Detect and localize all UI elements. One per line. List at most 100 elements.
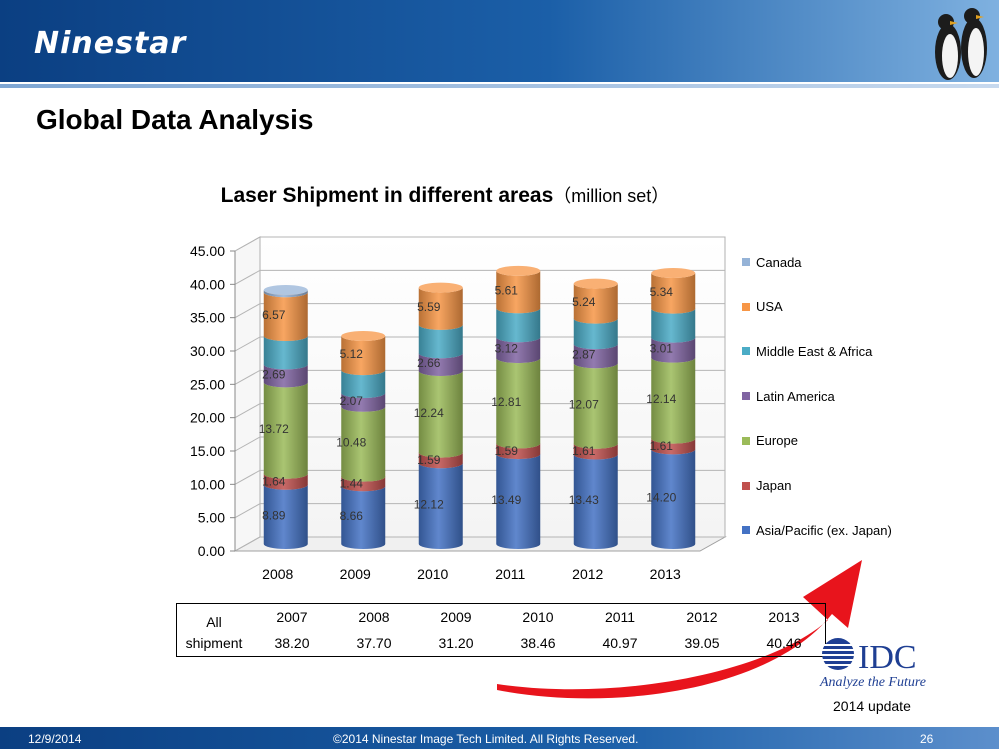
bar-segment-latin-america (496, 337, 541, 364)
data-label: 8.66 (340, 509, 364, 523)
bar-stack-2008 (263, 285, 308, 549)
legend-item: Latin America (742, 387, 835, 405)
legend-swatch (742, 302, 750, 311)
table-year: 2012 (686, 609, 718, 625)
bar-segment-japan (651, 438, 696, 455)
y-gridline (234, 469, 725, 485)
legend-swatch (742, 526, 750, 535)
x-tick-label: 2011 (495, 566, 525, 582)
bar-stack-2011 (496, 265, 541, 549)
footer-page-number: 26 (920, 732, 934, 746)
y-gridline (234, 236, 725, 252)
idc-update-note: 2014 update (833, 698, 911, 714)
legend-swatch (742, 258, 750, 266)
y-gridline (234, 369, 725, 385)
bar-segment-asia-pacific-ex-japan- (496, 454, 541, 549)
data-label: 1.61 (650, 439, 674, 453)
data-label: 10.48 (336, 436, 366, 450)
data-label: 6.57 (262, 308, 286, 322)
data-label: 1.64 (262, 474, 286, 488)
data-label: 13.43 (569, 493, 599, 507)
bar-segment-asia-pacific-ex-japan- (263, 484, 308, 549)
y-gridline (234, 403, 725, 419)
y-gridline (234, 436, 725, 452)
bar-segment-europe (263, 382, 308, 479)
table-total: 37.70 (356, 635, 392, 651)
table-total: 40.46 (766, 635, 802, 651)
footer-bar: 12/9/2014 ©2014 Ninestar Image Tech Limi… (0, 727, 999, 749)
bar-segment-usa (263, 292, 308, 342)
bar-segment-cap (263, 285, 308, 295)
header-rule (0, 84, 999, 88)
data-label: 12.14 (646, 392, 676, 406)
bar-segment-europe (651, 357, 696, 444)
data-label: 12.24 (414, 406, 444, 420)
legend-item: Middle East & Africa (742, 342, 872, 360)
idc-logo: IDC Analyze the Future (819, 638, 926, 690)
y-gridline (234, 336, 725, 352)
legend-label: Japan (756, 478, 792, 493)
legend-label: Latin America (756, 388, 835, 404)
bar-segment-europe (496, 358, 541, 449)
bar-segment-cap (651, 268, 696, 278)
table-total: 31.20 (438, 635, 474, 651)
bar-segment-asia-pacific-ex-japan- (651, 449, 696, 549)
bar-segment-latin-america (651, 337, 696, 363)
bar-segment-latin-america (418, 353, 463, 377)
legend-item: Canada (742, 253, 802, 271)
data-label: 2.87 (572, 348, 596, 362)
idc-tagline: Analyze the Future (819, 675, 926, 690)
x-tick-label: 2009 (340, 566, 371, 582)
bar-segment-europe (573, 363, 618, 449)
data-label: 3.01 (650, 342, 674, 356)
legend-item: Japan (742, 477, 791, 495)
data-label: 5.59 (417, 300, 441, 314)
legend-swatch (742, 392, 750, 401)
data-label: 1.59 (495, 444, 519, 458)
table-year: 2009 (440, 609, 472, 625)
bar-segment-latin-america (341, 393, 386, 412)
data-label: 1.61 (572, 444, 596, 458)
data-label: 5.34 (650, 285, 674, 299)
bar-segment-cap (573, 278, 618, 289)
chart-title-main: Laser Shipment in different areas (220, 184, 554, 207)
table-year: 2011 (604, 609, 636, 625)
legend-item: USA (742, 298, 783, 316)
bar-segment-middle-east-africa (573, 318, 618, 350)
y-tick-label: 30.00 (190, 343, 225, 359)
y-tick-label: 10.00 (190, 476, 225, 492)
data-label: 1.59 (417, 453, 441, 467)
bar-segment-asia-pacific-ex-japan- (418, 463, 463, 549)
footer-copyright: ©2014 Ninestar Image Tech Limited. All R… (333, 732, 639, 746)
data-label: 12.07 (569, 398, 599, 412)
bar-stack-2009 (341, 331, 386, 549)
legend-label: Europe (756, 433, 798, 449)
y-gridline (234, 536, 725, 552)
y-gridline (234, 269, 725, 285)
data-label: 12.12 (414, 498, 444, 512)
x-tick-label: 2012 (572, 566, 603, 582)
bar-segment-asia-pacific-ex-japan- (573, 454, 618, 549)
bar-segment-usa (651, 273, 696, 314)
legend-item: Europe (742, 432, 798, 450)
data-label: 5.24 (572, 295, 596, 309)
all-shipment-table: All 2007 2008 2009 2010 2011 2012 2013 s… (176, 603, 826, 657)
chart-title: Laser Shipment in different areas（millio… (0, 182, 890, 208)
table-year: 2008 (358, 609, 390, 625)
bar-segment-middle-east-africa (496, 308, 541, 343)
data-label: 2.69 (262, 367, 286, 381)
bar-stack-2013 (651, 268, 696, 549)
x-tick-label: 2008 (262, 566, 293, 582)
data-label: 5.61 (495, 284, 519, 298)
bar-segment-europe (418, 371, 463, 458)
table-year: 2007 (276, 609, 308, 625)
bar-segment-usa (573, 283, 618, 324)
data-label: 1.44 (340, 476, 364, 490)
bar-segment-middle-east-africa (651, 308, 696, 343)
legend-swatch (742, 347, 750, 356)
chart-side-wall (234, 236, 261, 552)
y-tick-label: 25.00 (190, 376, 225, 392)
table-year: 2010 (522, 609, 554, 625)
data-label: 8.89 (262, 508, 286, 522)
